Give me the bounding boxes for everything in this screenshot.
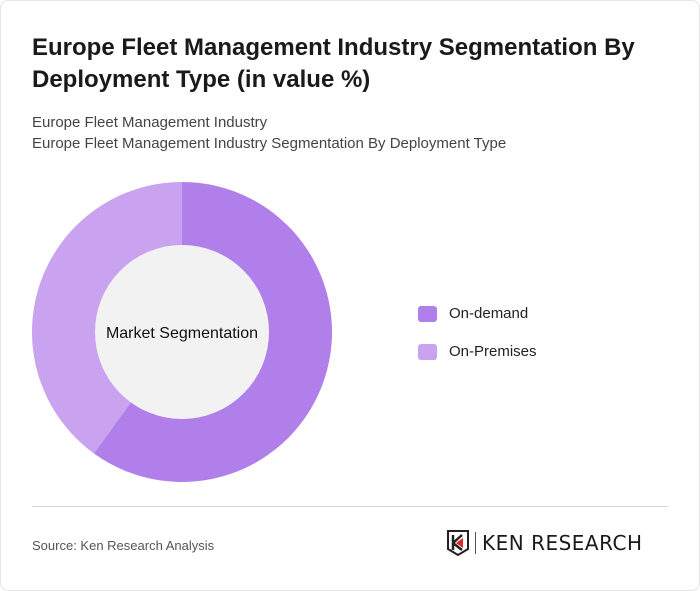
legend-label: On-Premises	[449, 343, 537, 360]
donut-center	[95, 245, 269, 419]
logo-text: KEN RESEARCH	[482, 531, 643, 555]
ken-logo-icon	[447, 530, 469, 556]
chart-subtitle-secondary: Europe Fleet Management Industry Segment…	[32, 135, 507, 152]
donut-chart: Market Segmentation	[32, 182, 332, 482]
center-label: Market Segmentation	[106, 325, 258, 342]
source-text: Source: Ken Research Analysis	[32, 538, 215, 553]
chart-subtitle: Europe Fleet Management Industry	[32, 114, 268, 131]
legend-label: On-demand	[449, 305, 529, 322]
divider	[32, 506, 668, 507]
legend-item-on-premises[interactable]: On-Premises	[418, 343, 537, 360]
ken-research-logo: KEN RESEARCH	[447, 530, 643, 556]
legend-swatch	[418, 305, 437, 322]
legend-swatch	[418, 343, 437, 360]
chart-title: Europe Fleet Management Industry Segment…	[32, 34, 635, 93]
legend-item-on-demand[interactable]: On-demand	[418, 305, 528, 322]
